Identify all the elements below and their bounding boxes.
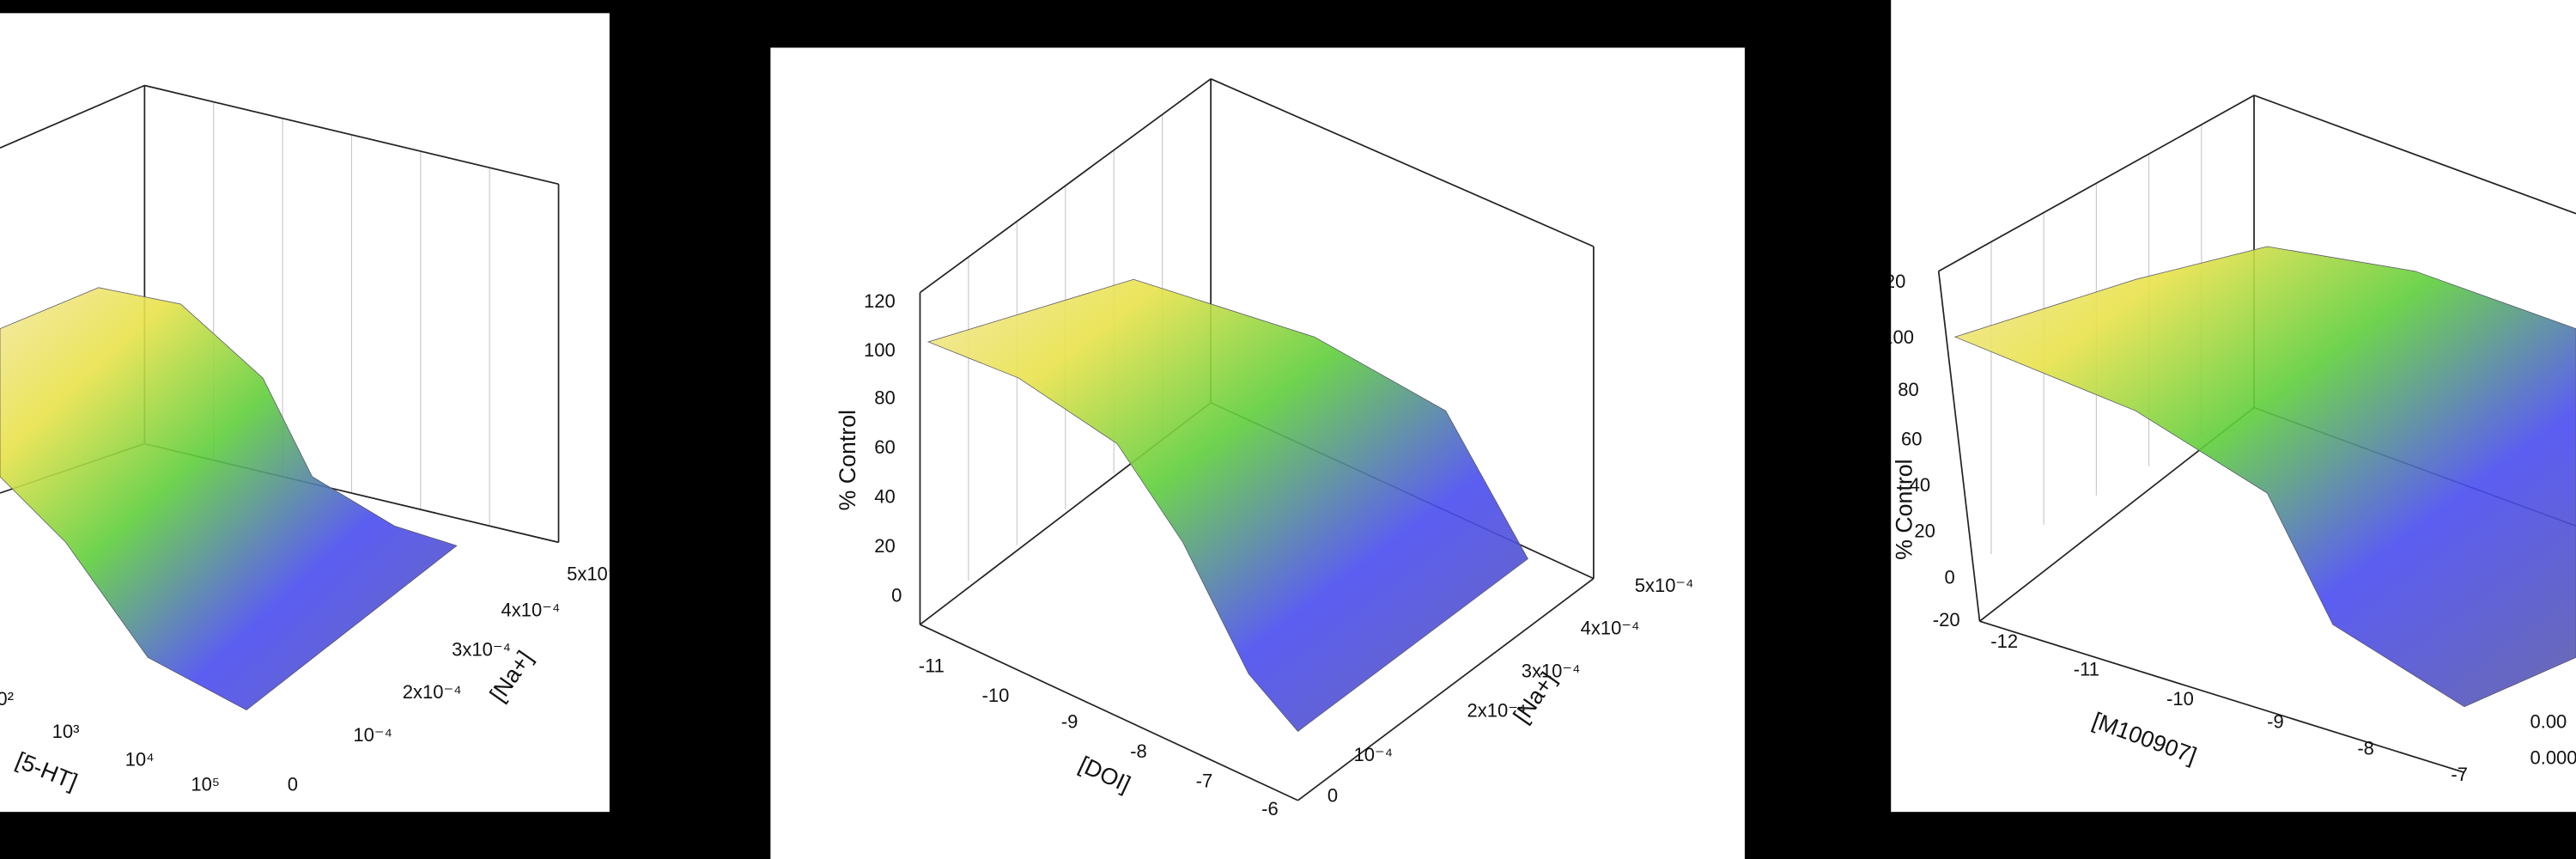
x-tick-label: -7 bbox=[1196, 771, 1213, 792]
z-tick-label: 20 bbox=[1885, 271, 1905, 292]
z-tick-label: 20 bbox=[874, 535, 895, 557]
z-axis-title: % Control bbox=[835, 410, 860, 511]
y-tick-label: 0 bbox=[1327, 785, 1338, 807]
x-tick-label: -7 bbox=[2451, 764, 2468, 785]
y-tick-label: 2x10⁻⁴ bbox=[403, 681, 462, 703]
x-tick-label: -8 bbox=[2357, 737, 2374, 758]
box-edge bbox=[144, 84, 559, 186]
box-edge bbox=[1297, 577, 1595, 801]
y-tick-label: 3x10⁻⁴ bbox=[1522, 660, 1581, 681]
y-tick-label: 3x10⁻⁴ bbox=[452, 638, 511, 660]
y-tick-label: 0 bbox=[288, 773, 298, 795]
x-tick-label: -11 bbox=[919, 655, 945, 677]
z-tick-label: 120 bbox=[864, 290, 896, 312]
z-tick-label: 100 bbox=[1882, 326, 1914, 348]
surface bbox=[927, 278, 1528, 732]
box-edge bbox=[1937, 271, 1981, 622]
x-tick-label: 10³ bbox=[52, 721, 80, 742]
x-tick-label: 10² bbox=[0, 688, 14, 710]
box-edge bbox=[0, 84, 145, 149]
y-tick-label: 10⁻⁴ bbox=[1354, 744, 1394, 765]
z-tick-label: 40 bbox=[874, 486, 895, 508]
z-tick-label: -20 bbox=[1933, 609, 1960, 631]
z-tick-label: 20 bbox=[1914, 521, 1935, 542]
x-tick-label: -11 bbox=[2074, 658, 2099, 679]
box-edge bbox=[919, 78, 1212, 294]
z-tick-label: 40 bbox=[1910, 474, 1930, 496]
z-tick-label: 100 bbox=[864, 339, 896, 361]
z-tick-label: 0 bbox=[891, 584, 902, 606]
z-tick-label: 60 bbox=[874, 436, 895, 458]
z-tick-label: 0 bbox=[1945, 566, 1955, 588]
box-edge bbox=[1938, 94, 2255, 272]
surface bbox=[0, 287, 458, 711]
y-tick-label: 0.0000 bbox=[2530, 747, 2576, 769]
x-tick-label: -8 bbox=[1130, 740, 1147, 762]
x-tick-label: 10⁵ bbox=[191, 773, 220, 795]
box-edge bbox=[1210, 78, 1595, 247]
x-tick-label: -6 bbox=[1261, 798, 1279, 819]
x-tick-label: -10 bbox=[2166, 688, 2194, 710]
x-tick-label: -9 bbox=[2267, 711, 2284, 733]
x-tick-label: -10 bbox=[982, 685, 1010, 706]
z-axis-title: % Control bbox=[1892, 459, 1917, 560]
z-tick-label: 80 bbox=[874, 387, 895, 409]
box-edge bbox=[920, 624, 1298, 801]
y-tick-label: 10⁻⁴ bbox=[353, 724, 392, 746]
z-tick-label: 80 bbox=[1898, 379, 1918, 400]
surface bbox=[1953, 246, 2576, 708]
y-tick-label: 4x10⁻⁴ bbox=[1581, 618, 1640, 639]
y-tick-label: 5x10⁻⁴ bbox=[1635, 575, 1694, 596]
x-tick-label: -9 bbox=[1061, 711, 1078, 733]
z-tick-label: 60 bbox=[1901, 429, 1922, 450]
y-tick-label: 4x10⁻⁴ bbox=[501, 600, 561, 621]
y-tick-label: 0.00 bbox=[2530, 711, 2567, 733]
x-tick-label: -12 bbox=[1990, 631, 2018, 652]
y-tick-label: 5x10⁻⁴ bbox=[567, 563, 626, 584]
y-tick-label: 2x10⁻⁴ bbox=[1467, 699, 1527, 721]
box-edge bbox=[1979, 620, 2465, 774]
x-tick-label: 10⁴ bbox=[125, 749, 155, 771]
box-edge bbox=[2253, 94, 2576, 215]
